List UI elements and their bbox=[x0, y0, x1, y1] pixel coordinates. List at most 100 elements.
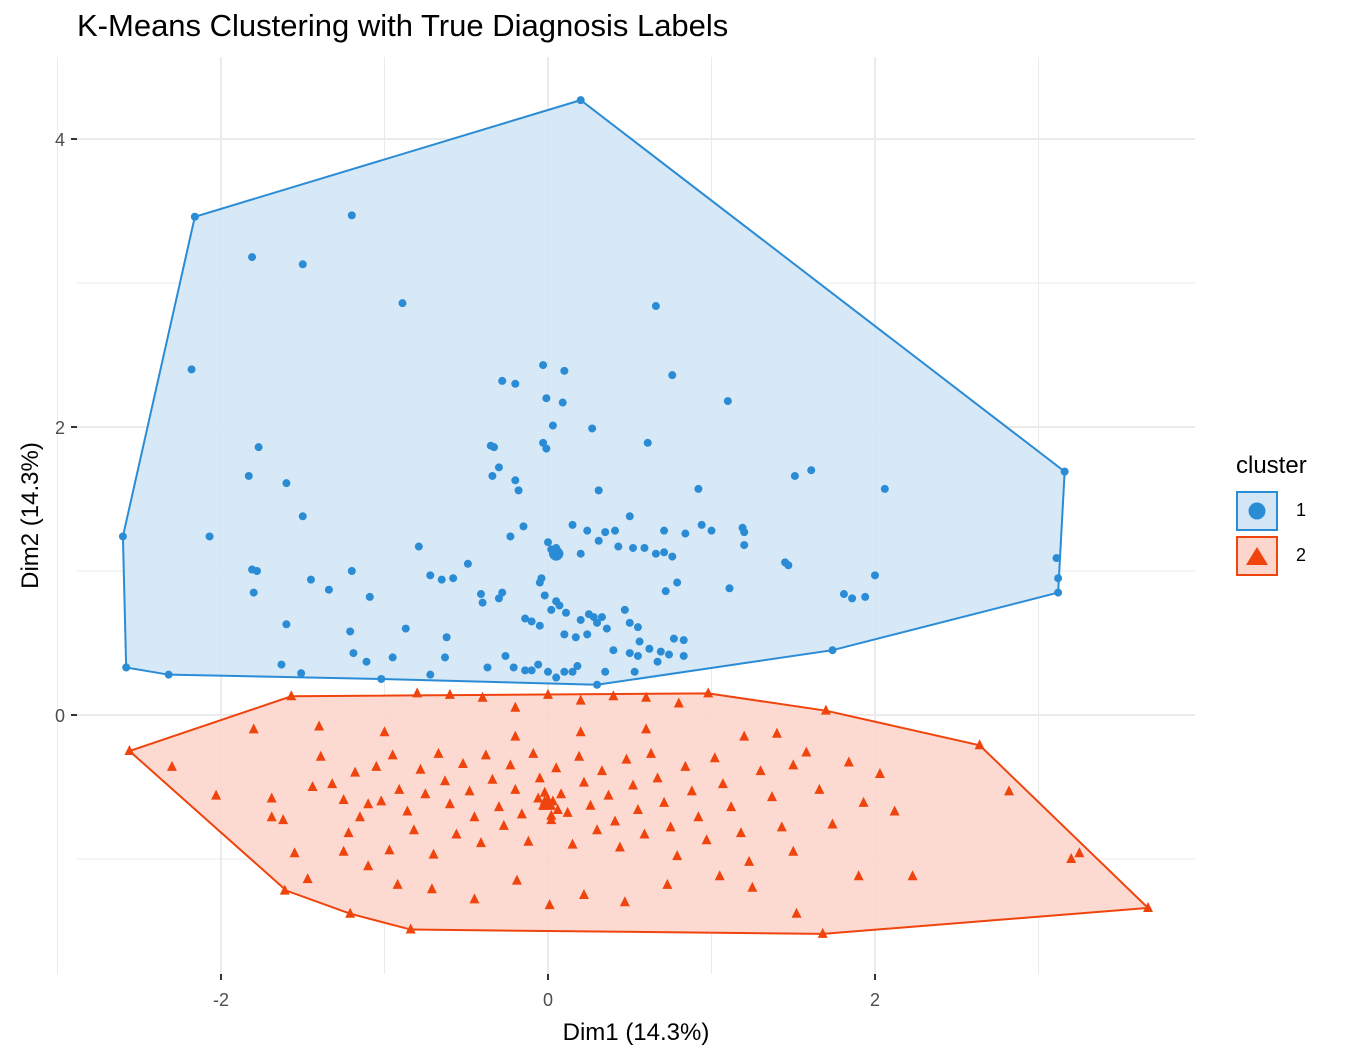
cluster-2-point bbox=[610, 815, 621, 826]
cluster-1-point bbox=[440, 653, 449, 662]
cluster-1-point bbox=[602, 624, 611, 633]
cluster-2-point bbox=[575, 726, 586, 737]
cluster-1-point bbox=[871, 571, 879, 580]
cluster-2-point bbox=[464, 785, 475, 796]
cluster-1-point bbox=[365, 592, 374, 601]
cluster-2-point bbox=[505, 759, 516, 770]
cluster-1-point bbox=[511, 379, 520, 388]
cluster-1-point bbox=[681, 529, 690, 538]
cluster-1-centroid bbox=[549, 546, 564, 561]
cluster-1-point bbox=[514, 486, 523, 495]
cluster-2-point bbox=[394, 783, 405, 794]
cluster-2-point bbox=[408, 824, 419, 835]
cluster-1-point bbox=[511, 476, 520, 485]
cluster-2-point bbox=[211, 789, 222, 800]
cluster-2-point bbox=[575, 694, 586, 705]
cluster-2-point bbox=[338, 793, 349, 804]
cluster-2-point bbox=[652, 772, 663, 783]
cluster-1-point bbox=[694, 484, 703, 493]
cluster-1-point bbox=[164, 670, 173, 679]
cluster-2-point bbox=[457, 757, 468, 768]
cluster-2-point bbox=[286, 690, 297, 701]
cluster-1-point bbox=[527, 666, 536, 675]
cluster-1-point bbox=[679, 636, 688, 645]
cluster-1-point bbox=[252, 567, 261, 575]
cluster-2-point bbox=[788, 845, 799, 856]
cluster-1-point bbox=[640, 543, 649, 552]
cluster-2-point bbox=[714, 870, 725, 881]
cluster-1-point bbox=[609, 646, 618, 655]
cluster-1-point bbox=[244, 471, 253, 480]
cluster-1-point bbox=[611, 526, 620, 535]
cluster-2-point bbox=[350, 766, 361, 777]
cluster-2-point bbox=[672, 850, 683, 861]
cluster-2-point bbox=[603, 789, 614, 800]
cluster-1-point bbox=[249, 588, 258, 597]
cluster-2-point bbox=[788, 759, 799, 770]
cluster-2-point bbox=[567, 838, 578, 849]
cluster-2-point bbox=[493, 801, 504, 812]
cluster-1-point bbox=[558, 398, 567, 407]
cluster-2-point bbox=[533, 792, 544, 803]
cluster-1-point bbox=[568, 520, 577, 529]
cluster-2-point bbox=[639, 828, 650, 839]
cluster-centroids bbox=[540, 546, 564, 810]
cluster-1-point bbox=[583, 526, 592, 535]
cluster-2-point bbox=[475, 837, 486, 848]
cluster-1-point bbox=[576, 96, 585, 105]
cluster-1-point bbox=[298, 260, 307, 269]
cluster-1-point bbox=[664, 650, 673, 659]
cluster-1-point bbox=[583, 630, 592, 639]
cluster-1-point bbox=[625, 512, 634, 521]
cluster-2-point bbox=[307, 781, 318, 791]
cluster-2-point bbox=[619, 896, 630, 907]
cluster-2-point bbox=[379, 726, 390, 737]
cluster-1-point bbox=[347, 211, 356, 220]
cluster-1-point bbox=[880, 484, 889, 493]
cluster-1-point bbox=[594, 486, 603, 495]
cluster-1-point bbox=[661, 587, 670, 596]
cluster-2-point bbox=[444, 688, 455, 699]
cluster-1-point bbox=[790, 471, 799, 480]
cluster-1-point bbox=[414, 542, 423, 551]
cluster-2-point bbox=[426, 883, 437, 894]
cluster-1-point bbox=[1060, 467, 1069, 476]
cluster-1-point bbox=[349, 649, 358, 658]
cluster-2-point bbox=[510, 730, 521, 741]
cluster-1-point bbox=[187, 365, 196, 374]
cluster-2-point bbox=[974, 739, 985, 750]
cluster-2-point bbox=[279, 884, 290, 895]
cluster-2-point bbox=[680, 760, 691, 771]
cluster-1-point bbox=[576, 615, 585, 624]
cluster-1-point bbox=[449, 574, 458, 583]
cluster-1-point bbox=[377, 675, 386, 683]
cluster-1-point bbox=[828, 646, 837, 655]
cluster-2-point bbox=[451, 828, 462, 839]
cluster-2-point bbox=[771, 727, 782, 738]
cluster-1-point bbox=[568, 667, 577, 676]
cluster-2-point bbox=[302, 873, 313, 884]
cluster-2-point bbox=[371, 760, 382, 771]
cluster-1-point bbox=[593, 680, 602, 689]
cluster-2-point bbox=[278, 814, 289, 825]
cluster-1-point bbox=[723, 397, 732, 406]
cluster-2-point bbox=[874, 768, 885, 779]
cluster-1-point bbox=[388, 653, 397, 662]
cluster-2-point bbox=[744, 855, 755, 866]
cluster-2-point bbox=[523, 835, 534, 846]
cluster-2-point bbox=[124, 745, 135, 755]
cluster-2-point bbox=[1066, 853, 1077, 863]
cluster-2-point bbox=[516, 808, 527, 819]
cluster-1-point bbox=[861, 592, 870, 601]
cluster-1-point bbox=[560, 667, 569, 676]
cluster-1-point bbox=[560, 630, 569, 639]
cluster-2-point bbox=[665, 821, 676, 832]
cluster-1-point bbox=[576, 549, 585, 558]
cluster-1-point bbox=[277, 660, 286, 669]
cluster-1-point bbox=[297, 669, 306, 678]
cluster-2-point bbox=[585, 799, 596, 810]
legend: cluster 1 2 bbox=[1236, 452, 1307, 578]
cluster-2-point bbox=[544, 899, 555, 910]
cluster-2-point bbox=[1004, 785, 1015, 796]
cluster-2-point bbox=[641, 723, 652, 734]
